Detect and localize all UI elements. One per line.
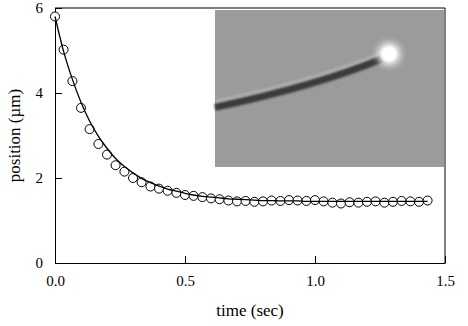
y-tick: 2 [36,170,63,186]
y-tick-mark [55,93,62,94]
x-tick: 1.5 [436,256,455,289]
inset-glow [377,42,401,66]
y-tick-label: 4 [36,85,44,101]
inset-background [215,10,444,167]
data-point [181,191,190,200]
x-tick-label: 0.5 [176,273,195,289]
x-axis: 0.0 0.5 1.0 1.5 [46,256,455,289]
x-tick-label: 1.5 [436,273,455,289]
data-point [311,196,320,205]
y-tick-label: 2 [36,170,44,186]
plot: 0.0 0.5 1.0 1.5 0 2 4 6 [36,0,455,288]
y-tick: 0 [36,255,63,271]
inset-filament [215,59,382,108]
y-axis-line [55,9,56,264]
data-point [207,194,216,203]
y-tick-mark [55,263,62,264]
data-point [241,196,250,205]
y-tick-label: 0 [36,255,44,271]
data-point [224,196,233,205]
x-tick-label: 0.0 [46,273,65,289]
y-tick-mark [55,8,62,9]
data-point [172,188,181,197]
data-point [328,198,337,207]
data-point [354,198,363,207]
data-point [423,196,432,205]
data-point [345,198,354,207]
y-tick-label: 6 [36,0,44,16]
data-point [259,197,268,206]
x-tick-label: 1.0 [306,273,325,289]
frame-right [445,8,446,263]
x-tick: 1.0 [306,256,325,289]
data-point [250,197,259,206]
frame-top [55,8,445,9]
data-point [233,197,242,206]
y-tick-mark [55,178,62,179]
data-point [215,195,224,204]
chart: 0.0 0.5 1.0 1.5 0 2 4 6 time (sec) position (µm) [0,0,468,326]
x-tick: 0.5 [176,256,195,289]
data-point [285,196,294,205]
x-tick-mark [445,256,446,263]
y-axis-title: position (µm) [5,89,24,182]
x-axis-line [56,263,446,264]
inset-bead [381,46,397,62]
data-point [337,199,346,208]
x-axis-title: time (sec) [216,301,284,320]
inset-halo [215,53,382,102]
data-point [380,198,389,207]
y-tick: 4 [36,85,63,101]
x-tick-mark [185,256,186,263]
y-axis: 0 2 4 6 [36,0,63,271]
inset-image [215,10,444,167]
x-tick-mark [315,256,316,263]
